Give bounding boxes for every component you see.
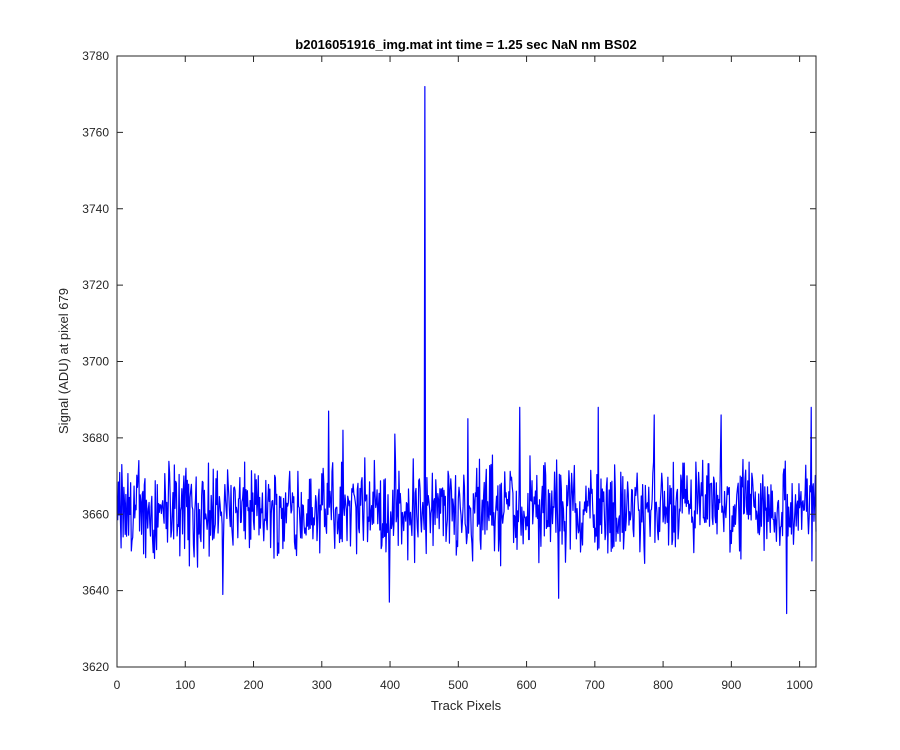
- y-tick-label: 3640: [82, 584, 109, 598]
- series-line: [117, 85, 817, 615]
- series-layer: [117, 85, 817, 615]
- x-tick-label: 600: [517, 678, 537, 692]
- x-tick-label: 100: [175, 678, 195, 692]
- y-tick-label: 3720: [82, 278, 109, 292]
- x-tick-label: 0: [114, 678, 121, 692]
- y-tick-label: 3700: [82, 355, 109, 369]
- chart-title: b2016051916_img.mat int time = 1.25 sec …: [295, 37, 636, 52]
- y-tick-label: 3660: [82, 507, 109, 521]
- x-axis: 0 100 200 300 400 500 600 700 800 900 1000: [114, 56, 813, 692]
- x-axis-label: Track Pixels: [431, 698, 502, 713]
- y-tick-label: 3780: [82, 49, 109, 63]
- x-tick-label: 800: [653, 678, 673, 692]
- x-tick-label: 700: [585, 678, 605, 692]
- x-tick-label: 900: [721, 678, 741, 692]
- x-tick-label: 500: [448, 678, 468, 692]
- x-tick-label: 200: [244, 678, 264, 692]
- y-axis: 3620 3640 3660 3680 3700 3720 3740 3760 3780: [82, 49, 816, 674]
- plot-area: [116, 55, 817, 668]
- y-tick-label: 3680: [82, 431, 109, 445]
- y-axis-label: Signal (ADU) at pixel 679: [56, 288, 71, 434]
- y-tick-label: 3740: [82, 202, 109, 216]
- x-tick-label: 400: [380, 678, 400, 692]
- x-tick-label: 1000: [786, 678, 813, 692]
- x-tick-label: 300: [312, 678, 332, 692]
- y-tick-label: 3620: [82, 660, 109, 674]
- y-tick-label: 3760: [82, 125, 109, 139]
